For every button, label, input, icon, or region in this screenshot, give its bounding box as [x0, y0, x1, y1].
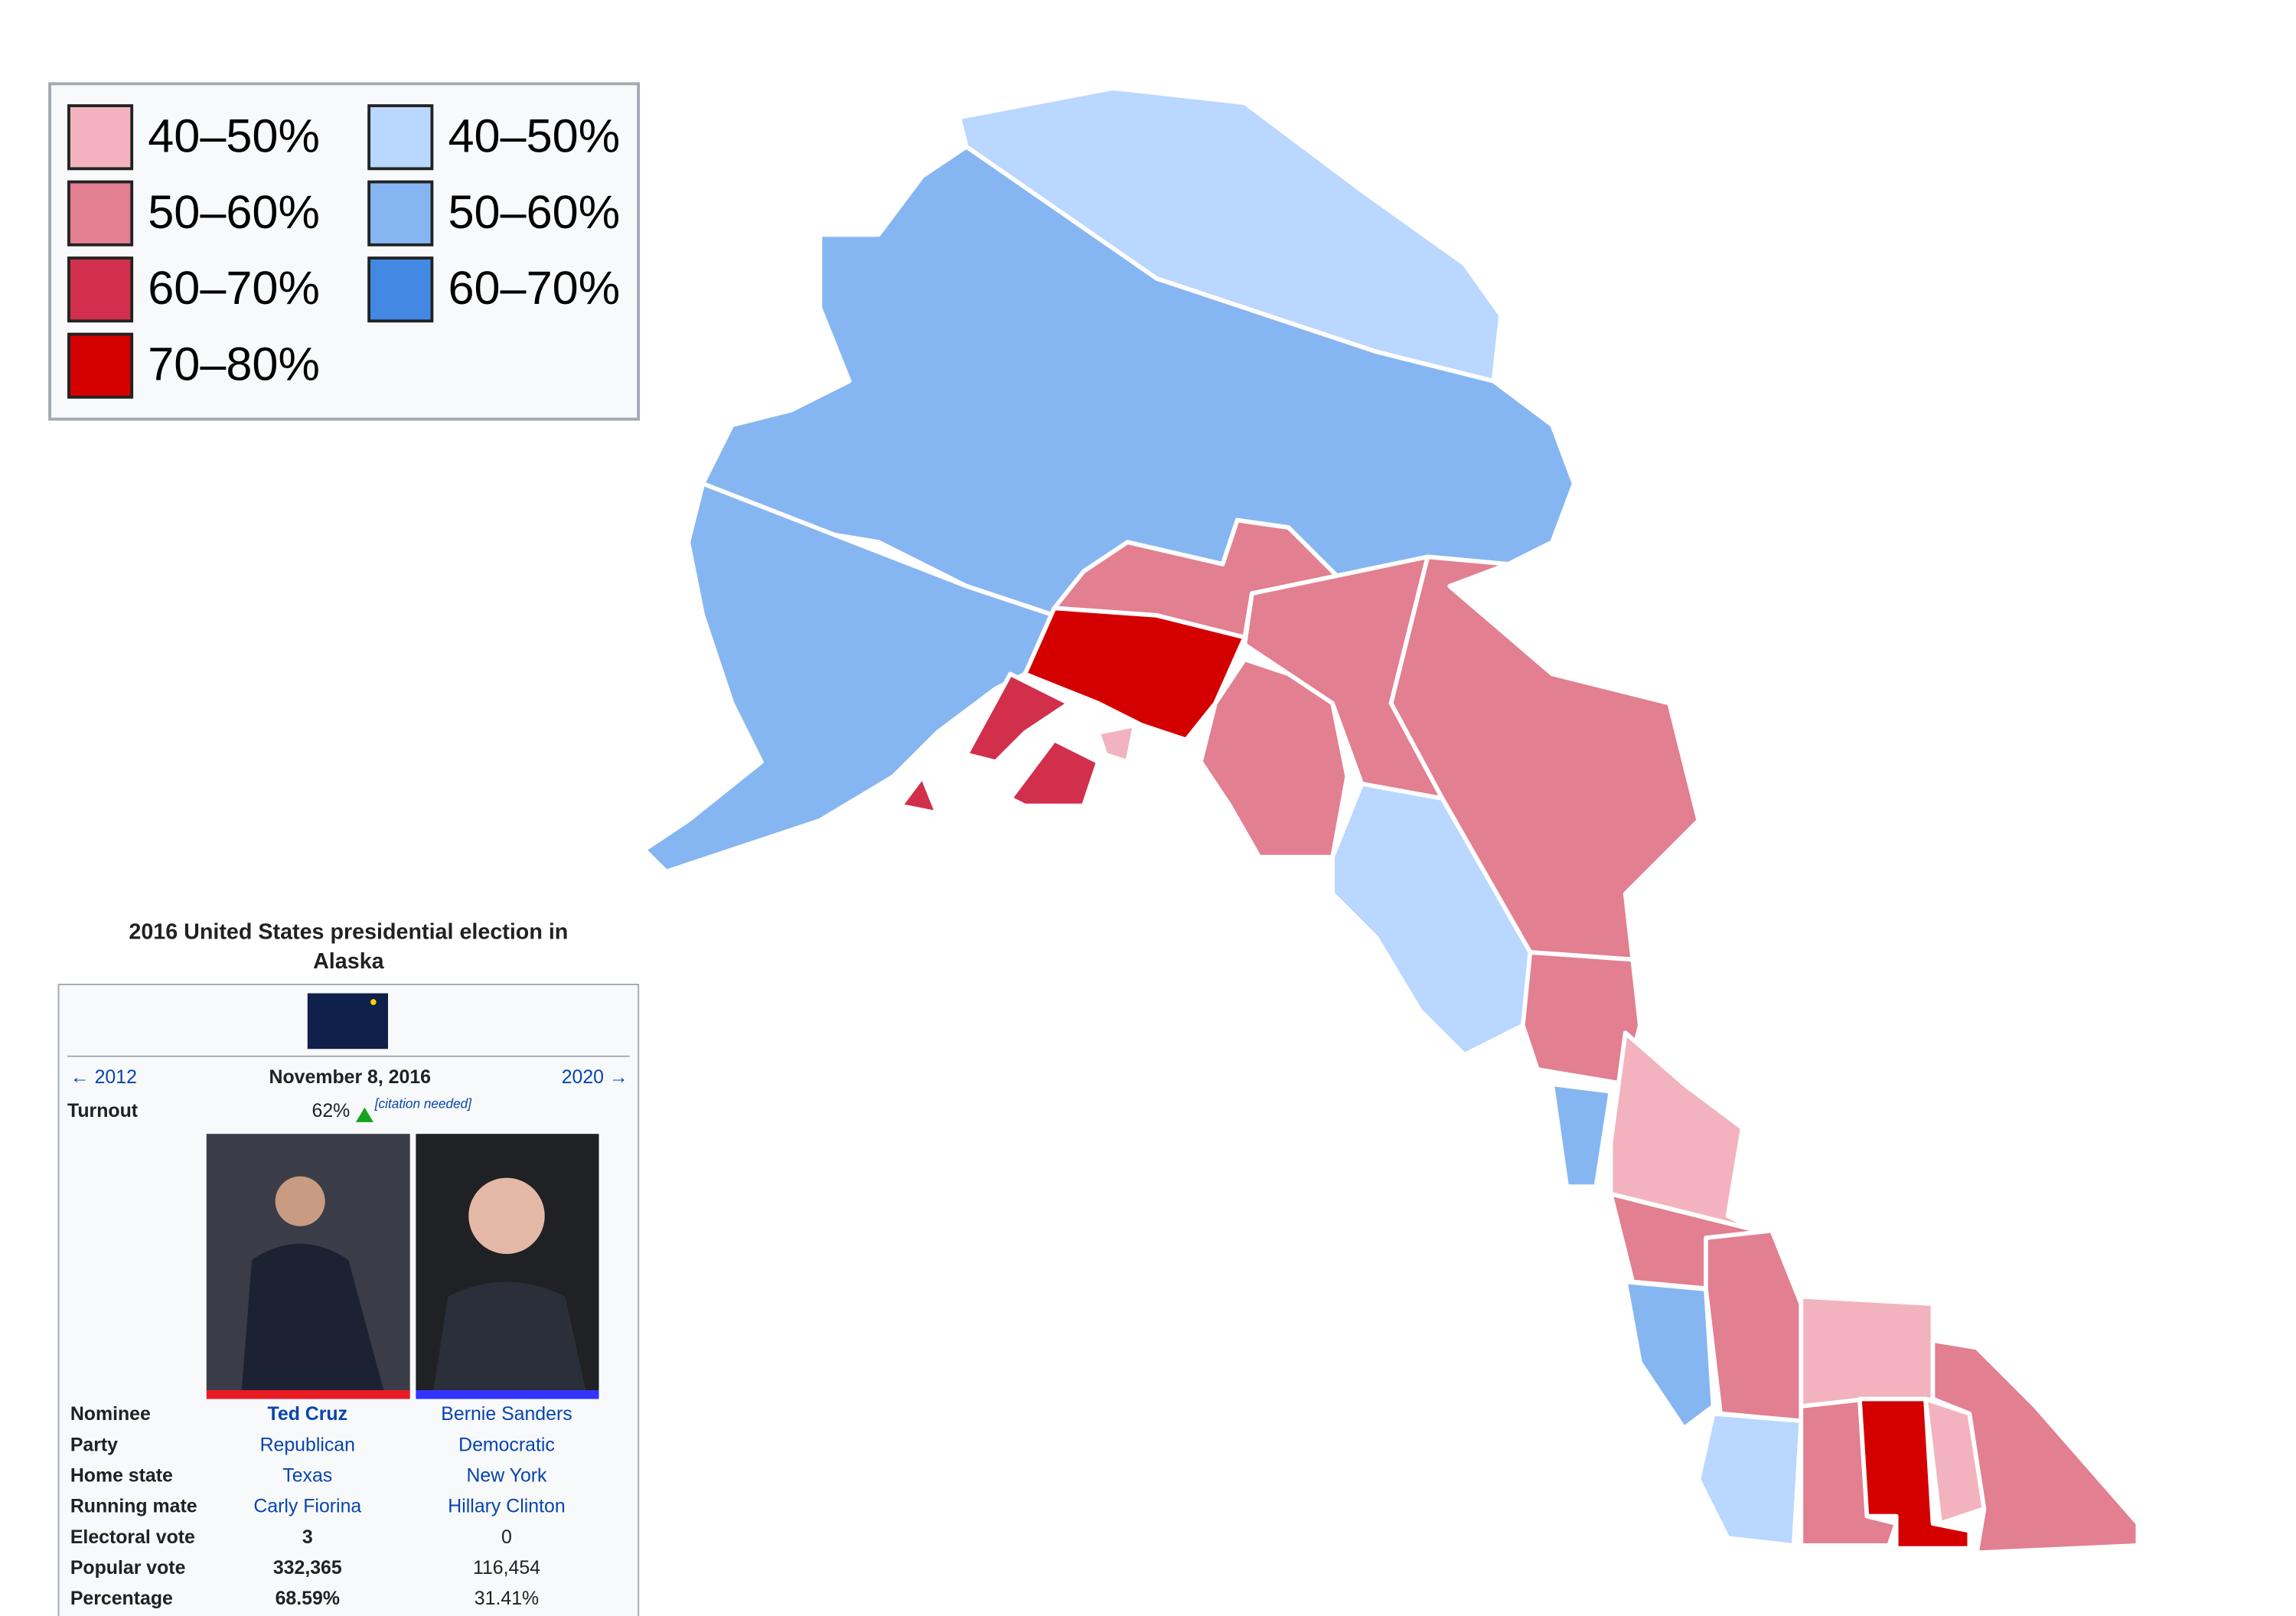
- legend-label: 60–70%: [448, 262, 620, 314]
- row-link[interactable]: Ted Cruz: [268, 1403, 348, 1425]
- photo-face: [275, 1176, 325, 1226]
- legend-swatch: [67, 180, 134, 246]
- county-region: [1550, 1082, 1613, 1189]
- row-value: 116,454: [473, 1557, 540, 1578]
- election-date: November 8, 2016: [269, 1066, 431, 1088]
- row-value: 332,365: [273, 1557, 342, 1578]
- row-value: 3: [302, 1526, 313, 1548]
- legend-swatch: [367, 256, 434, 323]
- row-link[interactable]: Hillary Clinton: [448, 1496, 565, 1517]
- turnout-value: 62%: [312, 1100, 351, 1121]
- photo-face: [468, 1177, 545, 1255]
- infobox-title: Alaska: [313, 949, 385, 974]
- legend-label: 50–60%: [448, 186, 620, 238]
- county-region: [1930, 1338, 2141, 1556]
- legend-label: 60–70%: [148, 262, 320, 314]
- county-region: [641, 481, 1057, 874]
- flag-star: [370, 999, 377, 1005]
- row-label: Nominee: [70, 1403, 151, 1425]
- legend-label: 70–80%: [148, 338, 320, 390]
- county-region: [1330, 782, 1533, 1057]
- county-region: [1704, 1228, 1804, 1424]
- legend-label: 50–60%: [148, 186, 320, 238]
- row-link[interactable]: Democratic: [458, 1434, 555, 1455]
- row-link[interactable]: Texas: [282, 1464, 332, 1486]
- county-region: [1008, 737, 1101, 808]
- legend-swatch: [367, 180, 434, 246]
- next-election-link[interactable]: 2020 →: [562, 1066, 628, 1088]
- row-label: Home state: [70, 1464, 173, 1486]
- row-label: Popular vote: [70, 1557, 186, 1578]
- legend-label: 40–50%: [448, 109, 620, 162]
- increase-arrow: [355, 1107, 373, 1122]
- county-region: [1096, 723, 1137, 765]
- infobox-title: 2016 United States presidential election…: [129, 920, 568, 945]
- photo-suit: [241, 1243, 384, 1391]
- legend-swatch: [367, 104, 434, 171]
- row-value: 31.41%: [475, 1588, 539, 1609]
- turnout-label: Turnout: [67, 1100, 138, 1121]
- county-region: [964, 671, 1071, 765]
- county-region: [1623, 1279, 1716, 1431]
- county-region: [1199, 657, 1350, 860]
- legend-label: 40–50%: [148, 109, 320, 162]
- party-bar: [416, 1390, 599, 1399]
- county-region: [1696, 1411, 1804, 1548]
- row-link[interactable]: New York: [466, 1464, 547, 1486]
- county-region: [898, 774, 940, 816]
- citation-note[interactable]: [citation needed]: [374, 1095, 472, 1111]
- legend-box: [48, 82, 641, 421]
- photo-suit: [433, 1281, 586, 1391]
- row-link[interactable]: Carly Fiorina: [253, 1496, 361, 1517]
- county-map: [641, 86, 2141, 1556]
- row-value: 0: [501, 1526, 512, 1548]
- county-region: [1857, 1396, 1972, 1551]
- row-link[interactable]: Bernie Sanders: [441, 1403, 572, 1425]
- county-region: [1608, 1030, 1760, 1233]
- legend-swatch: [67, 256, 134, 323]
- county-region: [1388, 554, 1701, 962]
- legend-swatch: [67, 104, 134, 171]
- previous-election-link[interactable]: ← 2012: [70, 1066, 137, 1088]
- row-label: Party: [70, 1434, 118, 1455]
- row-label: Percentage: [70, 1588, 173, 1609]
- row-label: Electoral vote: [70, 1526, 195, 1548]
- infobox: 2016 United States presidential election…: [57, 920, 640, 1616]
- party-bar: [206, 1390, 410, 1399]
- legend: 40–50% 50–60% 60–70% 70–80% 40–50% 50–60% 60–7…: [67, 104, 620, 399]
- row-label: Running mate: [70, 1496, 197, 1517]
- row-link[interactable]: Republican: [260, 1434, 355, 1455]
- legend-swatch: [67, 332, 134, 399]
- row-value: 68.59%: [276, 1588, 340, 1609]
